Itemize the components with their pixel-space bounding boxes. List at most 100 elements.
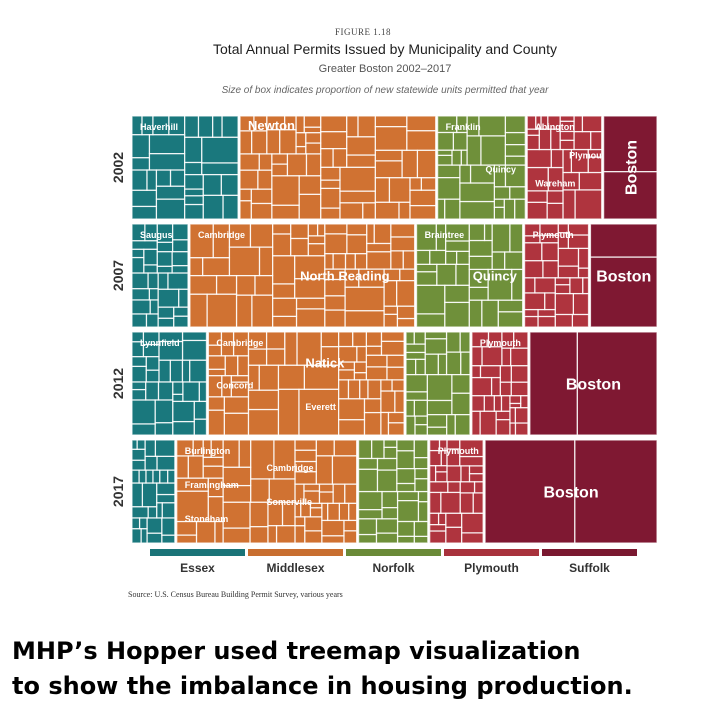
municipality-cell [409, 204, 437, 220]
municipality-label: Natick [305, 355, 345, 370]
municipality-cell [193, 418, 208, 436]
county-block-norfolk: Franklin Quincy [437, 115, 526, 220]
municipality-label: Newton [248, 118, 295, 133]
chart-note: Size of box indicates proportion of new … [221, 85, 549, 96]
county-rect [485, 440, 657, 543]
municipality-label: Boston [566, 377, 621, 394]
legend-label-essex: Essex [180, 561, 215, 575]
county-rect [208, 332, 405, 435]
county-block-suffolk: Boston [529, 331, 658, 436]
municipality-cell [461, 532, 484, 544]
municipality-cell [173, 315, 189, 328]
county-block-norfolk [358, 439, 429, 544]
municipality-cell [571, 313, 590, 328]
county-block-essex [131, 439, 176, 544]
municipality-label: Framingham [185, 480, 239, 490]
county-block-middlesex: Burlington Cambridge Framingham Somerville S… [176, 439, 358, 544]
municipality-label: Plymouth [438, 446, 479, 456]
county-block-norfolk: Braintree Quincy [415, 223, 524, 328]
municipality-label: Franklin [446, 122, 481, 132]
legend-swatch-essex [150, 549, 245, 556]
county-tint [590, 224, 657, 327]
year-label: 2007 [110, 260, 126, 291]
county-block-plymouth: Abington Plymouth Wareham [526, 115, 610, 220]
municipality-cell [396, 317, 416, 328]
county-tint [132, 440, 175, 543]
municipality-label: Somerville [267, 497, 313, 507]
municipality-cell [576, 331, 658, 436]
municipality-label: Burlington [185, 446, 231, 456]
municipality-cell [603, 171, 658, 220]
chart-subtitle: Greater Boston 2002–2017 [318, 63, 452, 75]
county-tint [208, 332, 405, 435]
municipality-cell [343, 530, 358, 544]
county-tint [603, 116, 657, 219]
county-block-essex: Lynnfield [131, 331, 208, 436]
municipality-cell [413, 535, 429, 544]
county-block-essex: Saugus [131, 223, 189, 328]
county-block-suffolk: Boston [484, 439, 658, 544]
county-rect [603, 116, 657, 219]
municipality-cell [574, 439, 658, 544]
municipality-label: Haverhill [140, 122, 178, 132]
municipality-label: Boston [596, 269, 651, 286]
municipality-label: Wareham [535, 179, 575, 189]
municipality-cell [222, 194, 239, 220]
figure-label: FIGURE 1.18 [334, 27, 391, 37]
caption-line-1: MHP’s Hopper used treemap visualization [12, 637, 581, 665]
county-rect [406, 332, 470, 435]
municipality-label: Saugus [140, 230, 173, 240]
treemap-chart: 2002 Haverhill Newton Franklin Quincy Abingto… [110, 115, 658, 575]
municipality-label: Boston [623, 140, 640, 195]
municipality-cell [514, 198, 526, 220]
municipality-label: Cambridge [216, 338, 263, 348]
county-block-essex: Haverhill [131, 115, 239, 220]
municipality-label: Quincy [473, 269, 518, 284]
legend-swatch-middlesex [248, 549, 343, 556]
municipality-cell [454, 414, 471, 436]
municipality-label: Quincy [485, 165, 516, 175]
chart-title: Total Annual Permits Issued by Municipal… [213, 41, 557, 57]
county-block-plymouth: Plymouth [524, 223, 590, 328]
municipality-cell [161, 534, 176, 544]
municipality-label: Stoneham [185, 514, 229, 524]
year-label: 2002 [110, 152, 126, 183]
legend-swatch-suffolk [542, 549, 637, 556]
municipality-label: Plymouth [480, 338, 521, 348]
county-tint [406, 332, 470, 435]
county-block-middlesex: Cambridge North Reading [189, 223, 416, 328]
year-label: 2012 [110, 368, 126, 399]
county-block-norfolk [405, 331, 471, 436]
county-tint [485, 440, 657, 543]
county-block-middlesex: Cambridge Natick Concord Everett [207, 331, 405, 436]
county-block-suffolk: Boston [589, 223, 658, 328]
county-block-plymouth: Plymouth [429, 439, 484, 544]
legend-label-suffolk: Suffolk [569, 561, 610, 575]
source-note: Source: U.S. Census Bureau Building Perm… [128, 590, 343, 599]
municipality-label: Cambridge [198, 230, 245, 240]
municipality-cell [574, 189, 603, 220]
municipality-label: Abington [535, 122, 575, 132]
legend-label-plymouth: Plymouth [464, 561, 519, 575]
county-block-plymouth: Plymouth [471, 331, 529, 436]
municipality-cell [589, 256, 658, 328]
municipality-label: Plymouth [569, 150, 610, 160]
county-rect [590, 224, 657, 327]
legend-label-norfolk: Norfolk [373, 561, 415, 575]
legend-swatch-plymouth [444, 549, 539, 556]
legend-label-middlesex: Middlesex [266, 561, 324, 575]
municipality-label: Plymouth [533, 230, 574, 240]
municipality-label: Braintree [425, 230, 465, 240]
caption: MHP’s Hopper used treemap visualization … [12, 634, 722, 704]
municipality-label: Lynnfield [140, 338, 180, 348]
caption-line-2: to show the imbalance in housing product… [12, 672, 633, 700]
county-block-suffolk: Boston [603, 115, 658, 220]
county-tint [529, 332, 657, 435]
municipality-label: Cambridge [267, 463, 314, 473]
legend-swatch-norfolk [346, 549, 441, 556]
municipality-label: Boston [543, 485, 598, 502]
county-rect [529, 332, 657, 435]
municipality-cell [497, 311, 524, 328]
municipality-label: Everett [305, 402, 336, 412]
municipality-cell [514, 422, 529, 436]
